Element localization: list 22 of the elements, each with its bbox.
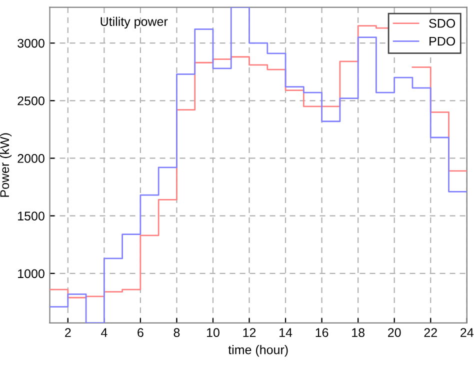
y-axis-title: Power (kW) (0, 133, 12, 197)
legend-label: SDO (429, 18, 456, 28)
x-tick-label: 18 (352, 328, 364, 338)
x-tick-label: 10 (206, 328, 220, 338)
x-tick-label: 12 (243, 328, 256, 337)
x-tick-label: 20 (388, 328, 401, 338)
legend-label: PDO (430, 36, 456, 46)
y-tick-label: 2500 (18, 96, 44, 106)
x-tick-label: 16 (316, 328, 328, 338)
text: Utility power (100, 16, 168, 28)
x-tick-label: 22 (424, 328, 437, 337)
x-tick-label: 8 (174, 328, 180, 338)
x-tick-label: 14 (280, 328, 292, 337)
y-tick-label: 2000 (18, 154, 44, 163)
y-tick-label: 1500 (18, 212, 44, 220)
x-tick-label: 2 (65, 328, 71, 337)
x-tick-label: 6 (138, 328, 144, 338)
y-tick-label: 1000 (18, 269, 44, 278)
x-tick-label: 24 (460, 328, 474, 337)
x-axis-title: time (hour) (228, 345, 288, 357)
x-tick-label: 4 (100, 328, 108, 337)
y-tick-label: 3000 (18, 38, 44, 48)
